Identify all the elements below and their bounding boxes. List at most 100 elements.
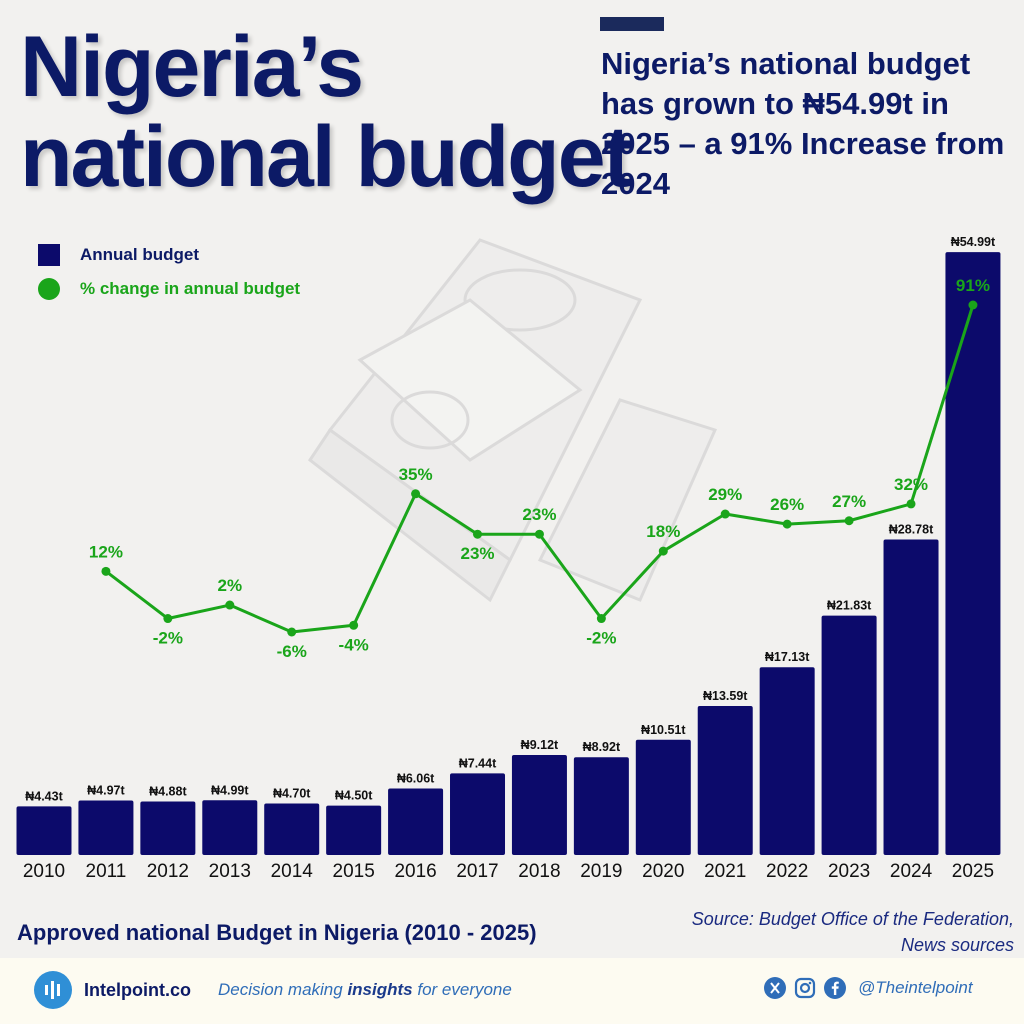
change-point-2022 — [782, 519, 792, 529]
change-label-2021: 29% — [708, 485, 742, 504]
change-label-2018: 23% — [522, 505, 556, 524]
change-point-2013 — [225, 600, 235, 610]
change-label-2022: 26% — [770, 495, 804, 514]
budget-chart: ₦4.43t ₦4.97t ₦4.88t ₦4.99t ₦4.70t ₦4.50t ₦6.0… — [16, 235, 1001, 882]
x-tick-label-2013: 2013 — [209, 861, 251, 882]
change-label-2020: 18% — [646, 522, 680, 541]
bar-label-2020: ₦10.51t — [641, 723, 686, 737]
bar-label-2017: ₦7.44t — [459, 756, 497, 770]
x-tick-label-2025: 2025 — [952, 861, 994, 882]
bar-2013 — [202, 800, 258, 855]
x-twitter-icon[interactable] — [764, 977, 786, 999]
source-note: Source: Budget Office of the Federation,… — [614, 906, 1014, 958]
bar-label-2013: ₦4.99t — [211, 783, 249, 797]
bar-2024 — [883, 539, 939, 855]
bar-2010 — [16, 806, 72, 855]
page-title: Nigeria’s national budget — [20, 19, 632, 205]
footer: Intelpoint.co Decision making insights f… — [0, 958, 1024, 1024]
title-line-1: Nigeria’s — [20, 19, 364, 115]
x-tick-label-2019: 2019 — [580, 861, 622, 882]
bar-2012 — [140, 801, 196, 855]
x-tick-label-2014: 2014 — [271, 861, 314, 882]
chart-title: Approved national Budget in Nigeria (201… — [17, 920, 537, 945]
change-label-2023: 27% — [832, 492, 866, 511]
instagram-icon[interactable] — [794, 977, 816, 999]
x-tick-label-2018: 2018 — [518, 861, 560, 882]
legend-item-change: % change in annual budget — [38, 278, 300, 300]
accent-bar — [600, 17, 664, 31]
change-label-2017: 23% — [460, 544, 494, 563]
legend-label-change: % change in annual budget — [80, 279, 301, 298]
bar-2016 — [388, 788, 444, 855]
facebook-icon[interactable] — [824, 977, 846, 999]
change-point-2020 — [658, 546, 668, 556]
money-stack-illustration — [307, 238, 718, 603]
intelpoint-logo-icon[interactable] — [34, 971, 72, 1009]
change-label-2019: -2% — [586, 629, 616, 648]
change-label-2015: -4% — [339, 635, 369, 654]
change-point-2025 — [968, 300, 978, 310]
change-label-2013: 2% — [218, 576, 243, 595]
x-tick-label-2024: 2024 — [890, 861, 933, 882]
bar-label-2016: ₦6.06t — [397, 772, 435, 786]
bar-2022 — [759, 667, 815, 855]
bar-label-2014: ₦4.70t — [273, 786, 311, 800]
change-point-2024 — [906, 499, 916, 509]
headline: Nigeria’s national budget has grown to ₦… — [601, 46, 1005, 201]
bar-2023 — [821, 615, 877, 855]
brand-link[interactable]: Intelpoint.co — [84, 980, 191, 1000]
bar-2017 — [450, 773, 506, 855]
title-line-2: national budget — [20, 109, 632, 205]
change-label-2011: 12% — [89, 542, 123, 561]
bar-2014 — [264, 803, 320, 855]
x-tick-label-2015: 2015 — [333, 861, 375, 882]
x-tick-label-2023: 2023 — [828, 861, 870, 882]
change-label-2024: 32% — [894, 475, 928, 494]
change-point-2019 — [596, 614, 606, 624]
bar-label-2010: ₦4.43t — [25, 789, 63, 803]
tagline-pre: Decision making — [218, 980, 348, 999]
bar-label-2025: ₦54.99t — [951, 235, 996, 249]
change-point-2023 — [844, 516, 854, 526]
change-label-2025: 91% — [956, 276, 990, 295]
change-label-2012: -2% — [153, 629, 183, 648]
bar-2015 — [326, 805, 382, 855]
bar-label-2015: ₦4.50t — [335, 789, 373, 803]
bar-label-2022: ₦17.13t — [765, 650, 810, 664]
chart-legend: Annual budget % change in annual budget — [38, 244, 300, 312]
change-point-2012 — [163, 614, 173, 624]
change-point-2018 — [534, 529, 544, 539]
bar-label-2024: ₦28.78t — [889, 522, 934, 536]
legend-item-budget: Annual budget — [38, 244, 300, 266]
bar-2018 — [511, 755, 567, 855]
bar-label-2019: ₦8.92t — [583, 740, 621, 754]
x-tick-label-2012: 2012 — [147, 861, 189, 882]
bar-label-2023: ₦21.83t — [827, 599, 872, 613]
x-tick-label-2010: 2010 — [23, 861, 65, 882]
legend-dot-icon — [38, 278, 60, 300]
legend-square-icon — [38, 244, 60, 266]
change-label-2014: -6% — [277, 642, 307, 661]
bar-label-2012: ₦4.88t — [149, 784, 187, 798]
tagline-post: for everyone — [412, 980, 512, 999]
bar-label-2018: ₦9.12t — [521, 738, 559, 752]
bar-2020 — [635, 739, 691, 855]
bar-2019 — [573, 757, 629, 855]
tagline: Decision making insights for everyone — [218, 980, 512, 1000]
bar-2025 — [945, 252, 1001, 856]
x-tick-label-2020: 2020 — [642, 861, 684, 882]
source-line-2: News sources — [900, 935, 1014, 955]
change-point-2017 — [473, 529, 483, 539]
bar-label-2011: ₦4.97t — [87, 784, 125, 798]
change-point-2014 — [287, 627, 297, 637]
social-handle[interactable]: @Theintelpoint — [858, 978, 973, 997]
source-line-1: Source: Budget Office of the Federation, — [691, 909, 1014, 929]
x-tick-label-2016: 2016 — [394, 861, 436, 882]
bar-label-2021: ₦13.59t — [703, 689, 748, 703]
change-label-2016: 35% — [399, 465, 433, 484]
x-tick-label-2017: 2017 — [456, 861, 498, 882]
change-point-2015 — [349, 620, 359, 630]
social-links: @Theintelpoint — [764, 977, 973, 999]
tagline-bold: insights — [347, 980, 413, 999]
change-point-2021 — [720, 509, 730, 519]
